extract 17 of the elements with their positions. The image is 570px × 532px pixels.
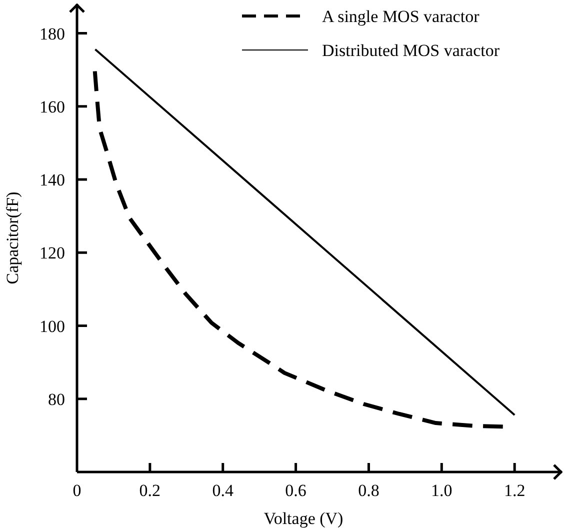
x-tick-label: 0 [72, 481, 82, 500]
y-axis-title: Capacitor(fF) [3, 192, 22, 284]
x-tick-label: 0.2 [139, 481, 161, 500]
x-tick-label: 0.8 [358, 481, 380, 500]
y-tick-label: 100 [40, 316, 65, 336]
legend-label: Distributed MOS varactor [322, 41, 500, 60]
legend-label: A single MOS varactor [322, 7, 480, 26]
y-tick-label: 160 [40, 97, 65, 116]
x-tick-label: 1.2 [504, 481, 526, 500]
y-tick-label: 80 [48, 390, 65, 409]
y-tick-label: 140 [40, 170, 65, 190]
y-tick-label: 180 [40, 24, 65, 44]
y-tick-label: 120 [40, 244, 65, 263]
x-axis-title: Voltage (V) [264, 509, 344, 528]
x-tick-label: 1.0 [431, 481, 452, 500]
x-tick-label: 0.6 [285, 481, 306, 500]
x-tick-label: 0.4 [212, 481, 234, 500]
